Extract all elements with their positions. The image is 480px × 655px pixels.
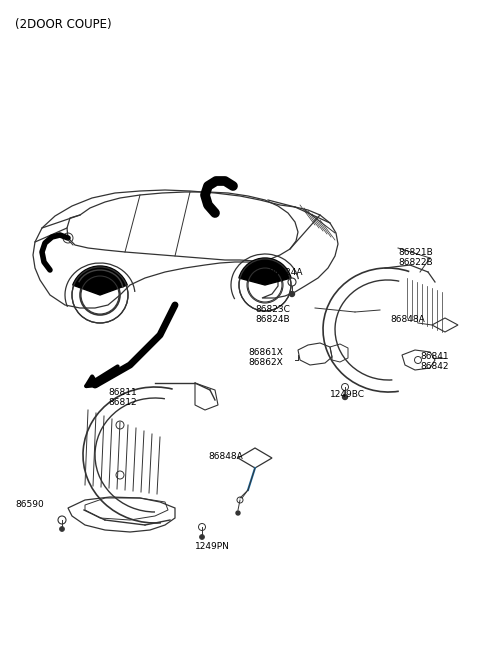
Wedge shape (73, 266, 127, 295)
Text: (2DOOR COUPE): (2DOOR COUPE) (15, 18, 112, 31)
Text: 86848A: 86848A (208, 452, 243, 461)
Text: 86823C
86824B: 86823C 86824B (255, 305, 290, 324)
Text: 1249PN: 1249PN (195, 542, 230, 551)
Text: 86821B
86822B: 86821B 86822B (398, 248, 433, 267)
Text: 84124A: 84124A (268, 268, 302, 277)
Circle shape (343, 394, 348, 400)
Text: 86841
86842: 86841 86842 (420, 352, 449, 371)
Text: 86861X
86862X: 86861X 86862X (248, 348, 283, 367)
Text: 86811
86812: 86811 86812 (108, 388, 137, 407)
Text: 1249BC: 1249BC (330, 390, 365, 399)
Text: 86848A: 86848A (390, 315, 425, 324)
Circle shape (60, 527, 64, 531)
Wedge shape (239, 258, 291, 285)
Text: 86590: 86590 (15, 500, 44, 509)
Circle shape (200, 534, 204, 540)
Circle shape (289, 291, 295, 297)
Circle shape (236, 511, 240, 515)
